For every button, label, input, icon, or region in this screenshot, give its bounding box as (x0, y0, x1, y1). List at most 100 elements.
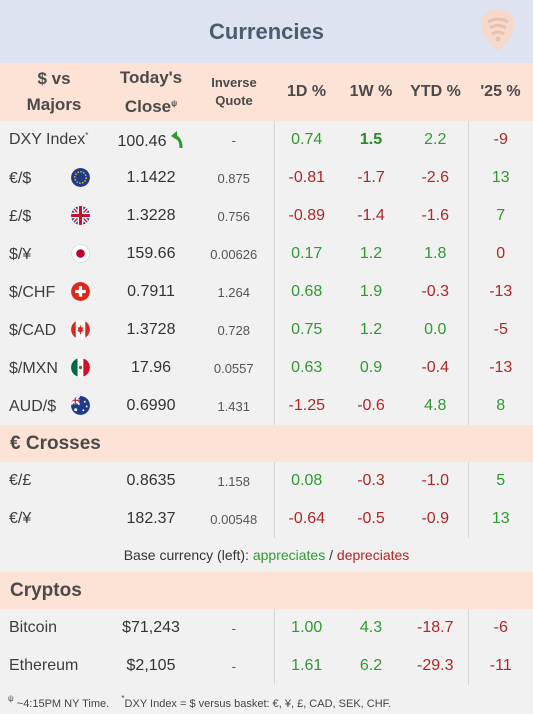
table-row-eurgbp: €/£ 0.8635 1.158 0.08 -0.3 -1.0 5 (0, 462, 533, 500)
asset-name: Bitcoin (9, 619, 58, 636)
section-title: € Crosses (0, 425, 533, 462)
asset-name: Ethereum (9, 657, 79, 674)
col-header-close-line1: Today's (119, 67, 183, 87)
col-header-1w: 1W % (339, 63, 403, 121)
change-1w: 4.3 (359, 619, 383, 636)
footnote-time: ~4:15PM NY Time. (16, 698, 110, 710)
change-ytd: 4.8 (424, 397, 447, 414)
change-ytd: -0.4 (421, 359, 450, 376)
uptick-arrow-icon (171, 130, 183, 148)
header-row: $ vs Majors Today's Closeψ Inverse Quote… (0, 63, 533, 121)
change-ytd: -1.6 (421, 207, 450, 224)
change-ytd: -29.3 (417, 657, 454, 674)
change-2025: 13 (467, 500, 533, 538)
change-2025: 5 (467, 462, 533, 500)
australia-flag-icon (71, 396, 90, 415)
col-header-pair-line2: Majors (26, 95, 82, 114)
col-header-inverse-line1: Inverse (211, 75, 257, 90)
table-row-usdcad: $/CAD 1.3728 0.728 0.75 1.2 0.0 -5 (0, 311, 533, 349)
col-header-pair: $ vs Majors (0, 63, 108, 121)
change-2025: 13 (467, 159, 533, 197)
legend-prefix: Base currency (left): (123, 547, 249, 563)
table-row-ethereum: Ethereum $2,105 - 1.61 6.2 -29.3 -11 (0, 647, 533, 685)
col-header-ytd: YTD % (403, 63, 468, 121)
change-2025: -13 (467, 273, 533, 311)
change-1w: -1.4 (357, 207, 385, 224)
inverse-value: 0.728 (217, 322, 251, 338)
footnote-dxy: DXY Index = $ versus basket: €, ¥, £, CA… (124, 698, 392, 710)
close-value: 1.1422 (126, 169, 176, 186)
close-value: 182.37 (126, 510, 176, 527)
eu-flag-icon (71, 168, 90, 187)
change-2025: -5 (467, 311, 533, 349)
close-value: $71,243 (122, 619, 180, 636)
footnote-mark-close: ψ (8, 694, 14, 703)
section-header-crosses: € Crosses (0, 425, 533, 462)
color-legend: Base currency (left): appreciates / depr… (0, 538, 533, 572)
pair-name: $/CHF (9, 284, 56, 301)
change-1w: 6.2 (359, 657, 383, 674)
inverse-value: - (231, 658, 236, 674)
pair-name: £/$ (9, 208, 32, 225)
change-2025: 8 (467, 387, 533, 425)
col-header-inverse-line2: Quote (215, 93, 253, 108)
change-1d: -0.64 (273, 500, 339, 538)
legend-appreciates: appreciates (252, 547, 326, 563)
legend-slash: / (329, 547, 334, 563)
close-value: 0.8635 (126, 472, 176, 489)
close-value: 0.6990 (126, 397, 176, 414)
footnote-mark-dxy: * (121, 694, 125, 703)
table-row-usdjpy: $/¥ 159.66 0.00626 0.17 1.2 1.8 0 (0, 235, 533, 273)
close-value: 100.46 (117, 132, 167, 150)
legend-depreciates: depreciates (336, 547, 410, 563)
change-1d: -0.89 (273, 197, 339, 235)
japan-flag-icon (71, 244, 90, 263)
uk-flag-icon (71, 206, 90, 225)
change-ytd: -1.0 (421, 472, 450, 489)
pair-name: DXY Index (9, 131, 86, 148)
inverse-value: 0.875 (217, 170, 251, 186)
table-row-dxy: DXY Index* 100.46 - 0.74 1.5 2.2 -9 (0, 121, 533, 159)
change-ytd: -18.7 (417, 619, 454, 636)
close-value: 17.96 (130, 359, 172, 376)
col-header-1d: 1D % (274, 63, 339, 121)
dxy-footnote-mark: * (85, 131, 89, 140)
change-1d: -0.81 (273, 159, 339, 197)
change-1w: 1.9 (359, 283, 383, 300)
pair-name: AUD/$ (9, 398, 57, 415)
change-1d: 0.63 (273, 349, 339, 387)
title-bar: Currencies (0, 0, 533, 63)
inverse-value: 0.756 (217, 208, 251, 224)
inverse-value: - (231, 132, 236, 148)
change-1w: -0.5 (357, 510, 385, 527)
change-ytd: 2.2 (424, 131, 447, 148)
change-ytd: -0.9 (421, 510, 450, 527)
change-2025: -6 (467, 609, 533, 647)
change-1d: 0.74 (273, 121, 339, 159)
table-row-eurjpy: €/¥ 182.37 0.00548 -0.64 -0.5 -0.9 13 (0, 500, 533, 538)
col-header-2025: '25 % (468, 63, 533, 121)
change-1w: -1.7 (357, 169, 385, 186)
col-header-close: Today's Closeψ (108, 63, 194, 121)
section-header-cryptos: Cryptos (0, 572, 533, 609)
close-value: 1.3728 (126, 321, 176, 338)
inverse-value: 0.00626 (210, 246, 258, 262)
footnote: ψ ~4:15PM NY Time. *DXY Index = $ versus… (8, 694, 391, 710)
col-header-pair-line1: $ vs (37, 69, 71, 88)
change-1d: 0.08 (273, 462, 339, 500)
close-value: $2,105 (126, 657, 176, 674)
inverse-value: 1.264 (217, 284, 251, 300)
change-1d: 0.17 (273, 235, 339, 273)
swiss-flag-icon (71, 282, 90, 301)
pair-name: $/CAD (9, 322, 57, 339)
pick-logo-icon (481, 9, 515, 51)
change-1w: 1.2 (359, 245, 383, 262)
pair-name: €/£ (9, 472, 32, 489)
change-1d: 1.00 (273, 609, 339, 647)
change-ytd: 1.8 (424, 245, 447, 262)
pair-name: $/MXN (9, 360, 58, 377)
col-header-close-line2: Close (124, 96, 172, 116)
table-row-bitcoin: Bitcoin $71,243 - 1.00 4.3 -18.7 -6 (0, 609, 533, 647)
change-1w: 1.5 (359, 131, 383, 148)
change-2025: -11 (467, 647, 533, 685)
